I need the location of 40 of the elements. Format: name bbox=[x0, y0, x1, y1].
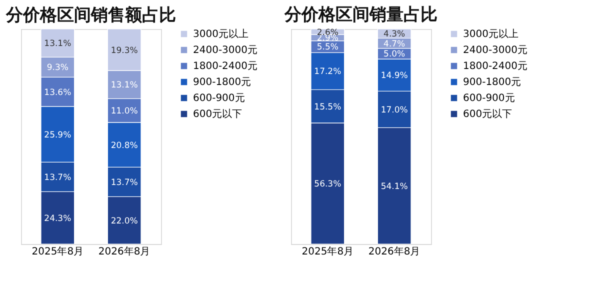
data-label: 15.5% bbox=[314, 102, 342, 112]
data-label: 19.3% bbox=[110, 46, 138, 56]
data-label: 13.1% bbox=[44, 39, 72, 50]
data-label: 22.0% bbox=[110, 216, 138, 226]
data-label: 25.9% bbox=[44, 130, 72, 140]
legend-label: 600-900元 bbox=[193, 93, 245, 104]
legend-label: 600元以下 bbox=[193, 108, 242, 120]
data-label: 5.0% bbox=[384, 50, 406, 60]
data-label: 4.7% bbox=[384, 39, 406, 50]
legend-label: 1800-2400元 bbox=[463, 61, 528, 72]
legend-label: 2400-3000元 bbox=[463, 45, 528, 56]
legend-label: 900-1800元 bbox=[463, 77, 522, 88]
data-label: 13.7% bbox=[44, 172, 72, 183]
legend-label: 600元以下 bbox=[463, 108, 512, 120]
data-label: 24.3% bbox=[44, 214, 72, 224]
chart-title: 分价格区间销售额占比 bbox=[5, 6, 176, 26]
legend-label: 2400-3000元 bbox=[193, 45, 258, 56]
data-label: 17.2% bbox=[314, 67, 342, 78]
legend-label: 3000元以上 bbox=[463, 28, 518, 40]
data-label: 17.0% bbox=[380, 105, 408, 116]
legend-label: 3000元以上 bbox=[193, 28, 248, 40]
x-tick-label: 2026年8月 bbox=[98, 246, 150, 258]
data-label: 4.3% bbox=[384, 30, 406, 40]
legend-label: 1800-2400元 bbox=[193, 61, 258, 72]
x-tick-label: 2025年8月 bbox=[302, 246, 354, 258]
legend-label: 600-900元 bbox=[463, 93, 515, 104]
data-label: 56.3% bbox=[314, 179, 342, 190]
x-tick-label: 2026年8月 bbox=[368, 246, 420, 258]
legend-label: 900-1800元 bbox=[193, 77, 252, 88]
data-label: 54.1% bbox=[380, 182, 408, 192]
data-label: 13.7% bbox=[110, 178, 138, 188]
x-tick-label: 2025年8月 bbox=[32, 246, 84, 258]
data-label: 13.6% bbox=[44, 88, 72, 98]
data-label: 5.5% bbox=[316, 42, 338, 53]
data-label: 11.0% bbox=[110, 106, 138, 117]
data-label: 13.1% bbox=[110, 80, 138, 91]
data-label: 14.9% bbox=[380, 71, 408, 82]
data-label: 9.3% bbox=[46, 63, 68, 74]
chart-title: 分价格区间销量占比 bbox=[284, 4, 438, 25]
data-label: 20.8% bbox=[110, 140, 138, 151]
